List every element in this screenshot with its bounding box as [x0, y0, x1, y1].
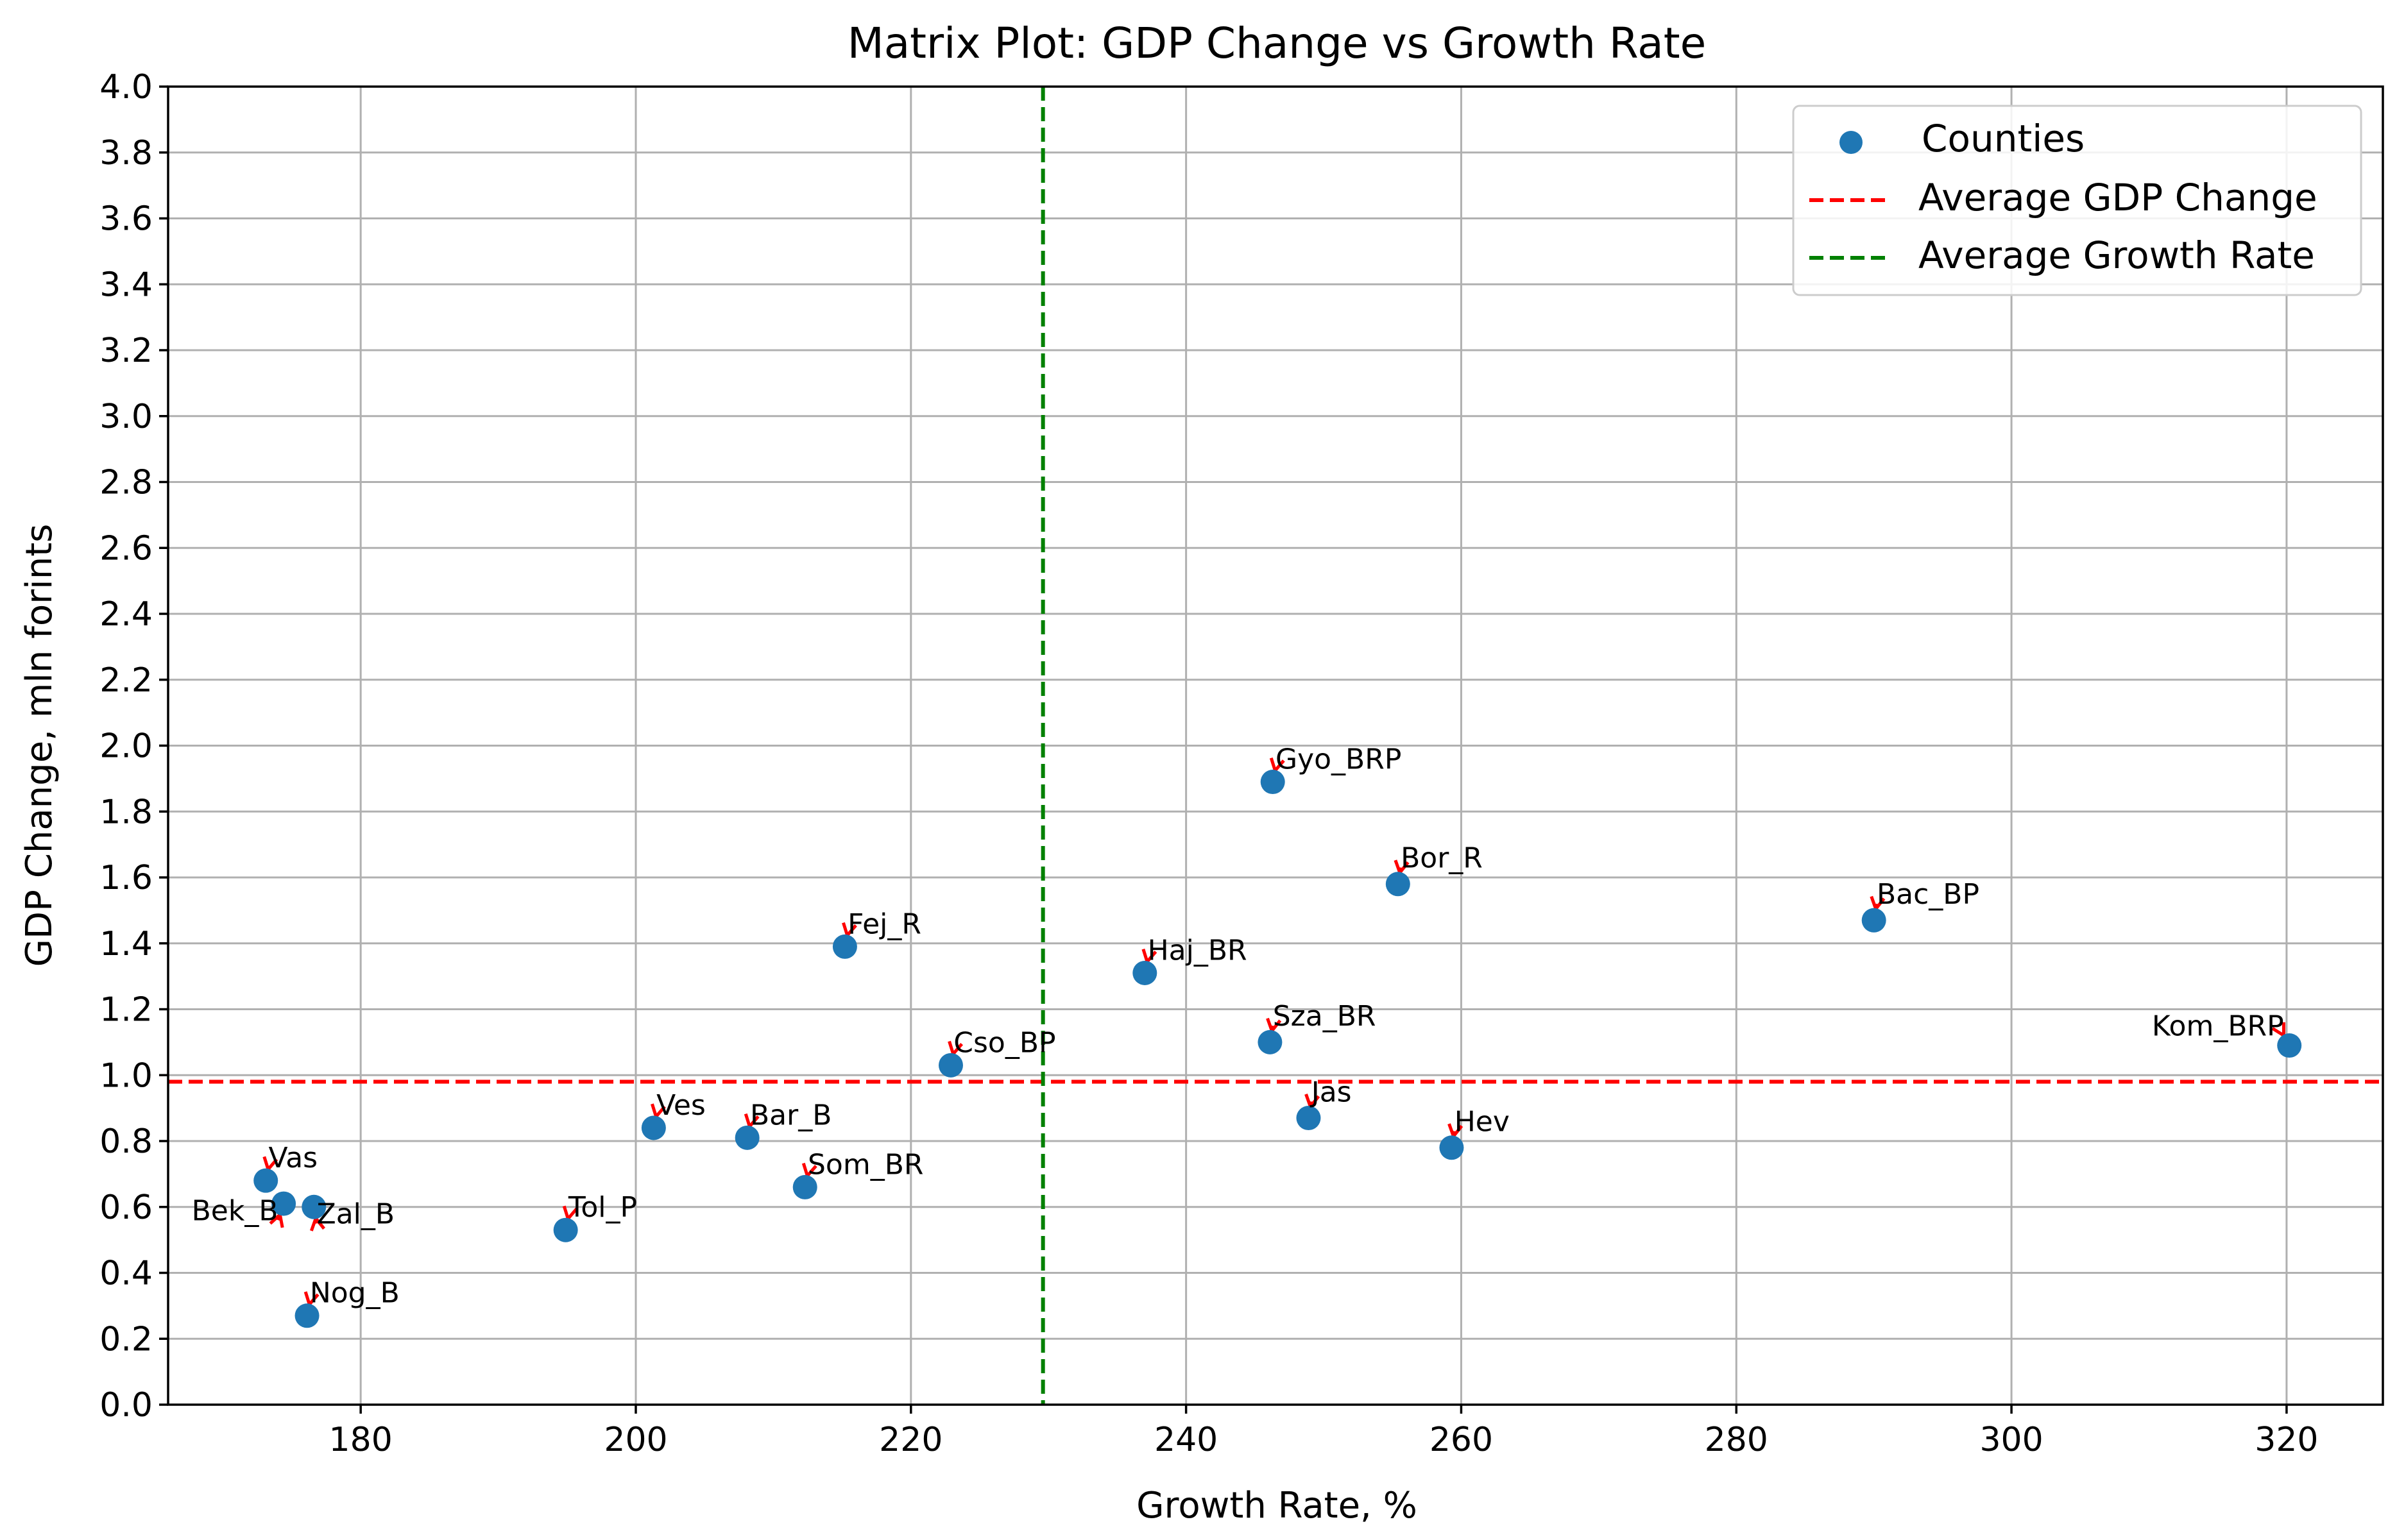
point-label: Gyo_BRP: [1275, 743, 1401, 775]
data-point: [1439, 1135, 1464, 1160]
point-label: Kom_BRP: [2152, 1010, 2284, 1043]
data-point: [792, 1174, 817, 1199]
x-tick-label: 280: [1705, 1421, 1768, 1459]
reference-lines: [168, 87, 2383, 1405]
data-point: [1260, 770, 1285, 795]
x-tick-label: 300: [1979, 1421, 2043, 1459]
y-tick-label: 0.8: [99, 1122, 153, 1161]
legend-box: [1792, 105, 2362, 296]
data-point: [553, 1217, 578, 1242]
legend-label-average-gdp-change: Average GDP Change: [1918, 176, 2317, 219]
point-label: Sza_BR: [1273, 1000, 1376, 1033]
y-tick-label: 0.6: [99, 1189, 153, 1227]
point-label: Bac_BP: [1877, 878, 1979, 911]
y-tick-label: 0.2: [99, 1320, 153, 1358]
x-tick-label: 240: [1154, 1421, 1218, 1459]
axis-ticks: 180 200 220 240 260 280 300 320 0.0 0.2 0.4 0.6 0.8 1…: [99, 68, 2318, 1459]
data-points: [253, 770, 2302, 1328]
y-tick-label: 3.8: [99, 134, 153, 173]
x-tick-label: 320: [2255, 1421, 2318, 1459]
y-tick-label: 2.8: [99, 464, 153, 502]
point-label: Fej_R: [848, 908, 921, 940]
data-point: [641, 1115, 666, 1140]
y-tick-label: 1.2: [99, 991, 153, 1029]
point-label: Cso_BP: [953, 1026, 1055, 1059]
data-point: [735, 1125, 760, 1150]
point-label: Vas: [269, 1142, 318, 1174]
y-tick-label: 1.6: [99, 859, 153, 897]
point-labels: Gyo_BRP Bor_R Bac_BP Fej_R Haj_BR Sza_BR Kom_B…: [192, 743, 2284, 1309]
x-tick-label: 180: [329, 1421, 393, 1459]
x-tick-label: 220: [879, 1421, 943, 1459]
x-tick-label: 260: [1429, 1421, 1493, 1459]
y-tick-label: 1.8: [99, 793, 153, 831]
data-point: [1296, 1106, 1321, 1131]
y-tick-label: 3.2: [99, 332, 153, 370]
y-tick-label: 2.0: [99, 727, 153, 766]
data-point: [1258, 1029, 1283, 1054]
point-label: Haj_BR: [1148, 934, 1247, 967]
y-tick-label: 0.4: [99, 1255, 153, 1293]
data-point: [294, 1303, 320, 1328]
y-tick-label: 2.4: [99, 595, 153, 634]
point-label: Som_BR: [808, 1148, 923, 1181]
y-tick-label: 0.0: [99, 1386, 153, 1425]
y-tick-label: 2.2: [99, 661, 153, 700]
x-tick-label: 200: [604, 1421, 667, 1459]
legend-label-average-growth-rate: Average Growth Rate: [1918, 233, 2315, 277]
data-point: [832, 934, 857, 959]
data-point: [253, 1168, 278, 1193]
y-tick-label: 3.0: [99, 398, 153, 436]
point-label: Bek_B: [192, 1194, 278, 1227]
y-tick-label: 3.4: [99, 266, 153, 304]
y-tick-label: 3.6: [99, 200, 153, 239]
point-label: Zal_B: [317, 1197, 395, 1230]
y-tick-label: 4.0: [99, 68, 153, 106]
y-axis-label: GDP Change, mln forints: [19, 524, 60, 967]
point-label: Bor_R: [1401, 842, 1483, 875]
point-label: Hev: [1454, 1106, 1510, 1138]
data-point: [271, 1191, 296, 1216]
data-point: [2277, 1033, 2302, 1058]
legend-label-counties: Counties: [1922, 117, 2085, 160]
point-label: Jas: [1309, 1076, 1352, 1108]
point-label: Bar_B: [750, 1099, 832, 1131]
chart-title: Matrix Plot: GDP Change vs Growth Rate: [848, 19, 1706, 68]
legend-marker-counties: [1839, 131, 1863, 154]
data-point: [302, 1194, 327, 1219]
data-point: [1861, 908, 1886, 933]
data-point: [938, 1053, 963, 1078]
x-axis-label: Growth Rate, %: [1136, 1485, 1417, 1527]
y-tick-label: 1.4: [99, 925, 153, 963]
y-tick-label: 1.0: [99, 1056, 153, 1095]
legend: Counties Average GDP Change Average Grow…: [1792, 105, 2362, 296]
point-label: Tol_P: [568, 1191, 637, 1224]
y-tick-label: 2.6: [99, 529, 153, 568]
point-label: Ves: [656, 1089, 706, 1122]
data-point: [1385, 872, 1410, 897]
point-label: Nog_B: [310, 1277, 400, 1310]
data-point: [1132, 960, 1157, 985]
